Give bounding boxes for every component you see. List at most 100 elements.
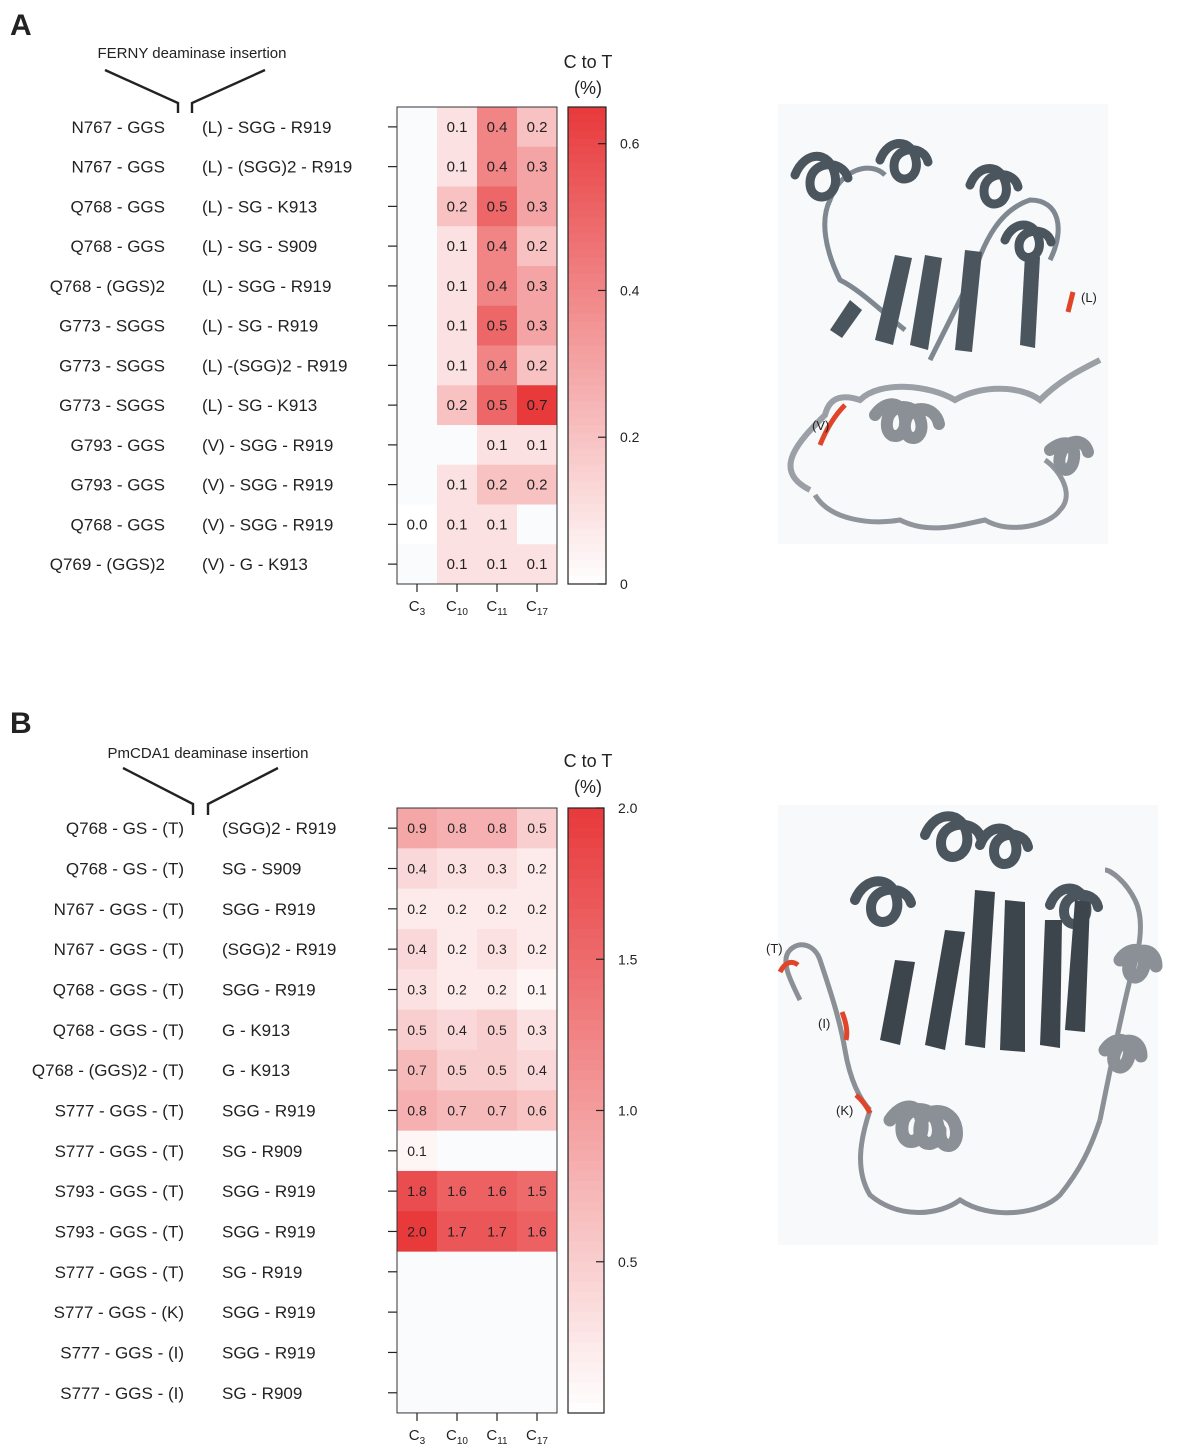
heatmap-cell-value: 0.7 [487,1102,507,1118]
row-label-left: G773 - SGGS [59,396,165,415]
panel-a-colorbar: 0 0.2 0.4 0.6 C to T (%) [564,52,640,592]
heatmap-cell [517,464,558,505]
colorbar-band [568,226,606,235]
colorbar-band [568,1171,604,1182]
colorbar-band [568,417,606,426]
colorbar-band [568,1090,604,1101]
panel-b-label: B [10,707,32,740]
colorbar-band [568,385,606,394]
heatmap-cell-value: 0.5 [487,1022,507,1038]
colorbar-band [568,929,604,940]
heatmap-cell [477,186,518,227]
colorbar-band [568,1201,604,1212]
colorbar-band [568,520,606,529]
heatmap-cell-value: 0.9 [407,820,427,836]
heatmap-border [396,106,558,585]
colorbar-band [568,242,606,251]
heatmap-cell-value: 0.1 [447,477,468,494]
colorbar-band [568,1221,604,1232]
row-label-left: S777 - GGS - (T) [55,1142,184,1161]
colorbar-band [568,313,606,323]
row-label-right: SGG - R919 [222,1101,316,1120]
colorbar-band [568,979,604,990]
heatmap-cell [477,1009,518,1051]
panel-a-insertion-bracket [104,68,266,113]
colorbar-band [568,146,606,156]
colorbar-title: C to T [564,751,613,771]
heatmap-cell-value: 0.4 [407,860,427,876]
colorbar-band [568,1312,604,1323]
row-label-right: SGG - R919 [222,1343,316,1362]
heatmap-cell [397,1090,438,1132]
heatmap-cell-empty [397,266,438,307]
heatmap-cell [397,1009,438,1051]
colorbar-band [568,369,606,378]
row-label-right: (L) - SG - K913 [202,197,317,216]
heatmap-cell [477,808,518,849]
heatmap-cell-value: 0.3 [527,159,548,176]
heatmap-cell [517,305,558,346]
heatmap-cell [437,544,478,585]
heatmap-cell-value: 0.5 [487,318,508,335]
heatmap-cell-value: 0.8 [447,820,467,836]
heatmap-cell-value: 0.1 [527,556,548,573]
colorbar-band [568,377,606,386]
heatmap-cell [397,504,438,545]
heatmap-cell-value: 0.4 [447,1022,467,1038]
heatmap-cell-value: 0.3 [487,860,507,876]
colorbar-band [568,560,606,569]
heatmap-cell [517,888,558,930]
row-label-left: Q768 - GS - (T) [66,859,184,878]
colorbar-band [568,1100,604,1111]
colorbar-band [568,234,606,243]
colorbar-band [568,1332,604,1343]
row-label-right: G - K913 [222,1021,290,1040]
heatmap-cell [477,1170,518,1212]
row-label-right: SG - R909 [222,1384,302,1403]
row-label-left: G773 - SGGS [59,356,165,375]
heatmap-cell-value: 0.2 [407,901,427,917]
colorbar-band [568,1302,604,1313]
colorbar-band [568,1392,604,1404]
heatmap-cell-value: 0.3 [527,1022,547,1038]
colorbar-band [568,504,606,513]
colorbar-band [568,1019,604,1031]
row-label-left: G793 - GGS [71,436,165,455]
heatmap-cell-empty [397,107,438,148]
heatmap-cell-value: 0.2 [527,901,547,917]
colorbar-band [568,107,606,116]
heatmap-cell-value: 0.2 [447,941,467,957]
column-label: C3 [409,598,426,618]
panel-a-label: A [10,9,32,42]
heatmap-cell-value: 1.8 [407,1183,427,1199]
row-label-left: S793 - GGS - (T) [55,1182,184,1201]
heatmap-cell-value: 0.2 [447,397,468,414]
heatmap-cell [517,266,558,307]
colorbar-unit: (%) [574,777,602,797]
heatmap-cell [477,107,518,148]
colorbar-band [568,1140,604,1152]
colorbar-band [568,1009,604,1021]
heatmap-cell-value: 0.4 [527,1062,547,1078]
heatmap-cell-empty [397,425,438,466]
colorbar-band [568,1342,604,1353]
heatmap-cell-value: 0.0 [407,516,428,533]
heatmap-cell-empty [397,345,438,386]
colorbar-band [568,818,604,829]
colorbar-band [568,1050,604,1061]
panel-b-title: PmCDA1 deaminase insertion [108,745,309,762]
colorbar-band [568,425,606,434]
colorbar-band [568,949,604,960]
heatmap-cell-value: 1.7 [447,1223,467,1239]
colorbar-band [568,289,606,299]
colorbar-band [568,1211,604,1222]
row-label-right: SGG - R919 [222,1222,316,1241]
colorbar-band [568,828,604,839]
colorbar-band [568,114,606,124]
colorbar-tick-label: 0.5 [618,1254,638,1270]
colorbar-band [568,170,606,179]
heatmap-cell-value: 0.1 [447,516,468,533]
colorbar-band [568,250,606,259]
heatmap-cell-empty [477,1130,518,1172]
colorbar-band [568,353,606,362]
